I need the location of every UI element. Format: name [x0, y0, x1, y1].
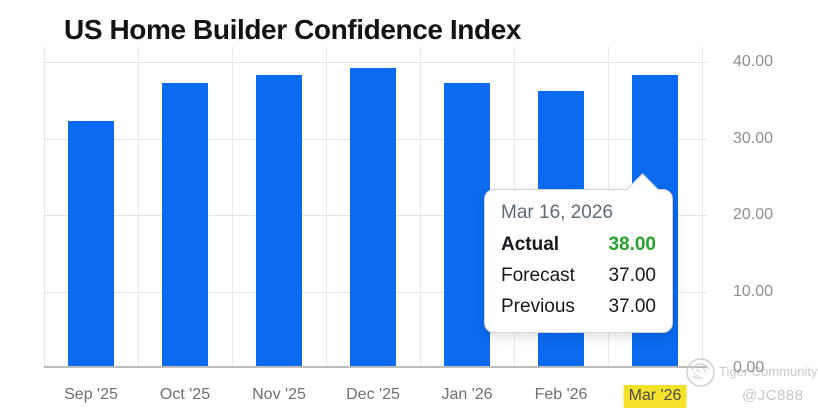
- x-axis-label-feb-26: Feb '26: [534, 386, 588, 403]
- x-axis-label-dec-25: Dec '25: [346, 386, 400, 403]
- y-axis-tick-label: 0.00: [733, 359, 765, 376]
- tooltip-row-previous: Previous 37.00: [501, 291, 656, 322]
- tooltip-previous-value: 37.00: [608, 296, 656, 317]
- vertical-gridline: [326, 47, 327, 368]
- vertical-gridline: [232, 47, 233, 368]
- y-axis-tick-label: 10.00: [733, 282, 774, 300]
- vertical-gridline: [420, 47, 421, 368]
- tooltip-row-forecast: Forecast 37.00: [501, 260, 656, 291]
- x-axis-label-sep-25: Sep '25: [64, 386, 118, 403]
- tiger-logo-icon: [686, 358, 715, 387]
- bar-oct-25[interactable]: [162, 82, 208, 366]
- tooltip: Mar 16, 2026 Actual 38.00 Forecast 37.00…: [484, 173, 673, 333]
- bar-jan-26[interactable]: [444, 82, 490, 366]
- x-axis-label-oct-25: Oct '25: [159, 386, 211, 403]
- x-axis-label-nov-25: Nov '25: [252, 386, 306, 403]
- tooltip-previous-label: Previous: [501, 296, 575, 317]
- chart-title: US Home Builder Confidence Index: [64, 14, 522, 45]
- watermark-brand: Tiger Community: [719, 364, 818, 379]
- tooltip-forecast-value: 37.00: [608, 265, 656, 286]
- horizontal-gridline: [44, 62, 707, 63]
- x-axis-line: [44, 366, 707, 368]
- bar-nov-25[interactable]: [256, 75, 302, 366]
- tooltip-forecast-label: Forecast: [501, 265, 575, 286]
- y-axis-tick-label: 30.00: [733, 129, 774, 147]
- x-axis-label-mar-26: Mar '26: [623, 385, 687, 408]
- vertical-gridline: [138, 47, 139, 368]
- tooltip-actual-label: Actual: [501, 234, 560, 255]
- y-axis-tick-label: 20.00: [733, 206, 774, 223]
- vertical-gridline: [702, 47, 703, 368]
- tooltip-actual-value: 38.00: [608, 234, 656, 255]
- tooltip-date: Mar 16, 2026: [501, 202, 613, 223]
- y-axis-tick-label: 40.00: [733, 53, 774, 70]
- vertical-gridline: [44, 47, 45, 368]
- bar-dec-25[interactable]: [350, 67, 396, 366]
- watermark-handle: @JC888: [742, 387, 804, 404]
- tooltip-row-actual: Actual 38.00: [501, 229, 656, 260]
- x-axis-label-jan-26: Jan '26: [441, 386, 493, 403]
- bar-sep-25[interactable]: [68, 121, 114, 366]
